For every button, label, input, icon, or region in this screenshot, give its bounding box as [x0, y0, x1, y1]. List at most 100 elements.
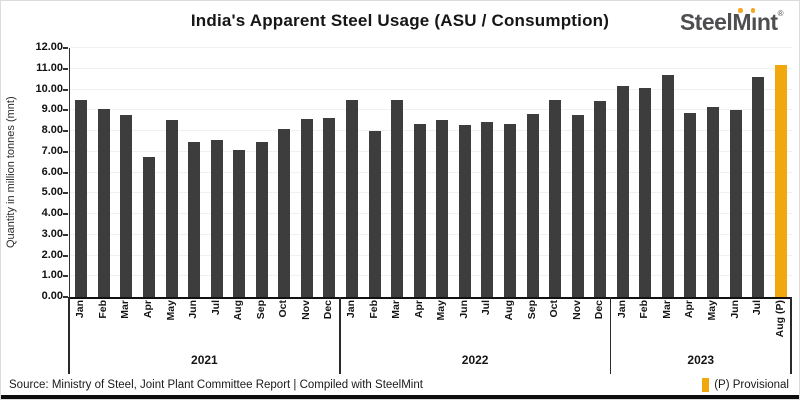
- logo-orange-dot: [738, 8, 743, 13]
- bar: [616, 86, 629, 297]
- month-label: Aug (P): [773, 300, 786, 338]
- month-label: Jan: [74, 300, 87, 319]
- y-tick-label: 7.00: [41, 144, 63, 157]
- month-label: Mar: [660, 300, 673, 319]
- month-label: Sep: [254, 300, 267, 320]
- source-text: Source: Ministry of Steel, Joint Plant C…: [9, 379, 423, 391]
- month-label: Apr: [412, 300, 425, 319]
- bar: [549, 99, 562, 297]
- y-tick: [63, 296, 68, 298]
- gridline: [70, 47, 792, 48]
- legend: (P) Provisional: [702, 378, 789, 392]
- bar: [503, 123, 516, 297]
- y-tick: [63, 275, 68, 278]
- bar: [75, 99, 88, 297]
- year-label: 2023: [687, 353, 715, 367]
- provisional-legend-swatch: [702, 378, 710, 392]
- y-tick: [63, 47, 68, 49]
- provisional-legend-label: (P) Provisional: [714, 379, 789, 391]
- bar: [752, 77, 765, 297]
- y-tick-label: 1.00: [41, 269, 63, 282]
- month-label: Aug: [502, 300, 515, 321]
- y-tick: [63, 171, 68, 174]
- bar: [571, 115, 584, 297]
- gridline: [70, 192, 792, 194]
- year-separator: [339, 297, 341, 374]
- y-tick: [63, 150, 68, 153]
- month-label: Aug: [232, 300, 245, 321]
- gridline: [70, 130, 792, 131]
- y-tick: [63, 67, 68, 70]
- month-label: Dec: [593, 300, 606, 320]
- gridline: [70, 109, 792, 111]
- bar: [707, 107, 720, 297]
- gridline: [70, 150, 792, 152]
- y-tick-label: 11.00: [36, 61, 63, 74]
- y-tick: [63, 88, 68, 91]
- month-label: Oct: [277, 300, 290, 318]
- month-label: Jun: [457, 300, 470, 319]
- month-label: May: [164, 300, 177, 321]
- month-label: May: [706, 300, 719, 321]
- bar: [481, 121, 494, 297]
- year-separator: [68, 297, 70, 374]
- month-label: May: [435, 300, 448, 321]
- y-tick: [63, 192, 68, 195]
- month-label: Feb: [96, 300, 109, 319]
- year-separator: [790, 297, 792, 374]
- month-label: Jul: [751, 300, 764, 316]
- y-tick-label: 6.00: [41, 165, 63, 178]
- y-tick-label: 10.00: [35, 82, 63, 95]
- chart-title: India's Apparent Steel Usage (ASU / Cons…: [190, 11, 610, 30]
- month-label: Mar: [390, 300, 403, 319]
- y-tick: [63, 233, 68, 236]
- y-tick: [63, 109, 68, 112]
- bar: [391, 99, 404, 297]
- logo-text-end: ınt: [750, 9, 778, 35]
- bar: [594, 100, 607, 297]
- y-tick-label: 12.00: [35, 41, 63, 53]
- month-label: Nov: [570, 300, 583, 320]
- bar: [300, 118, 313, 297]
- month-label: Oct: [548, 300, 561, 318]
- bar: [368, 131, 381, 297]
- bar: [436, 119, 449, 297]
- month-label: Feb: [638, 300, 651, 319]
- y-tick-label: 8.00: [41, 124, 63, 136]
- month-label: Dec: [322, 300, 335, 320]
- bar: [188, 142, 201, 297]
- y-tick-label: 4.00: [41, 207, 63, 219]
- gridline: [70, 275, 792, 277]
- registered-trademark: ®: [777, 9, 784, 18]
- bar: [255, 142, 268, 297]
- gridline: [70, 213, 792, 214]
- y-tick-label: 5.00: [41, 186, 63, 199]
- plot-area: [69, 47, 792, 299]
- y-tick-label: 3.00: [41, 227, 63, 240]
- year-separator: [609, 297, 612, 374]
- bar: [210, 140, 223, 297]
- y-tick: [63, 213, 68, 215]
- bar: [729, 110, 742, 297]
- month-label: Jan: [615, 300, 628, 319]
- bar: [142, 156, 155, 297]
- logo-text-mid: M: [732, 8, 756, 36]
- bar: [413, 123, 426, 297]
- logo-orange-dot: [750, 8, 756, 13]
- month-label: Jul: [480, 300, 493, 316]
- bar: [684, 113, 697, 297]
- bar: [661, 74, 674, 297]
- bottom-black-strip: [1, 395, 799, 399]
- y-tick: [63, 130, 68, 132]
- month-label: Jul: [209, 300, 222, 316]
- bar: [526, 114, 539, 297]
- gridline: [70, 171, 792, 173]
- bar: [120, 115, 133, 297]
- month-label: Mar: [119, 300, 132, 319]
- gridline: [70, 254, 792, 256]
- bar: [278, 128, 291, 297]
- y-tick-label: 0.00: [41, 290, 63, 302]
- logo-text-pre: Steel: [679, 9, 733, 35]
- month-label: Jun: [728, 300, 741, 319]
- steelmint-logo: Steel Mınt®: [679, 8, 784, 36]
